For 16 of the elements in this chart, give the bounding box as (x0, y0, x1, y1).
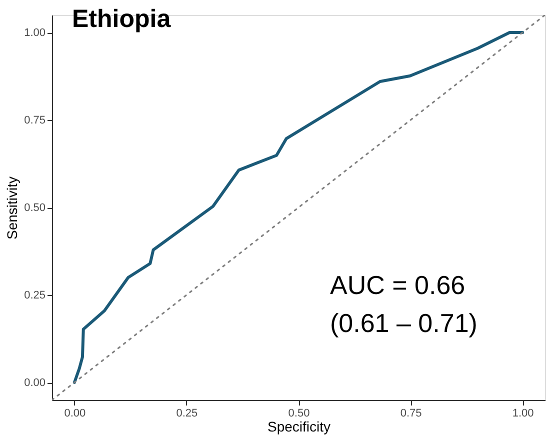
x-tick-label: 1.00 (512, 408, 534, 420)
x-tick-label: 0.50 (288, 408, 310, 420)
line-series (72, 31, 524, 384)
y-tick-label: 0.50 (24, 202, 46, 214)
y-tick-label: 0.75 (24, 114, 46, 126)
x-axis-title: Specificity (267, 418, 331, 434)
y-tick-label: 0.25 (24, 290, 46, 302)
y-tick-label: 1.00 (24, 27, 46, 39)
y-tick-label: 0.00 (24, 377, 46, 389)
annotation: AUC = 0.66 (330, 270, 466, 300)
x-tick-label: 0.25 (176, 408, 198, 420)
x-tick-label: 0.00 (64, 408, 86, 420)
x-tick-label: 0.75 (400, 408, 422, 420)
annotation: (0.61 – 0.71) (330, 308, 478, 338)
y-axis-title: Sensitivity (4, 176, 20, 240)
chart-title: Ethiopia (72, 5, 172, 33)
